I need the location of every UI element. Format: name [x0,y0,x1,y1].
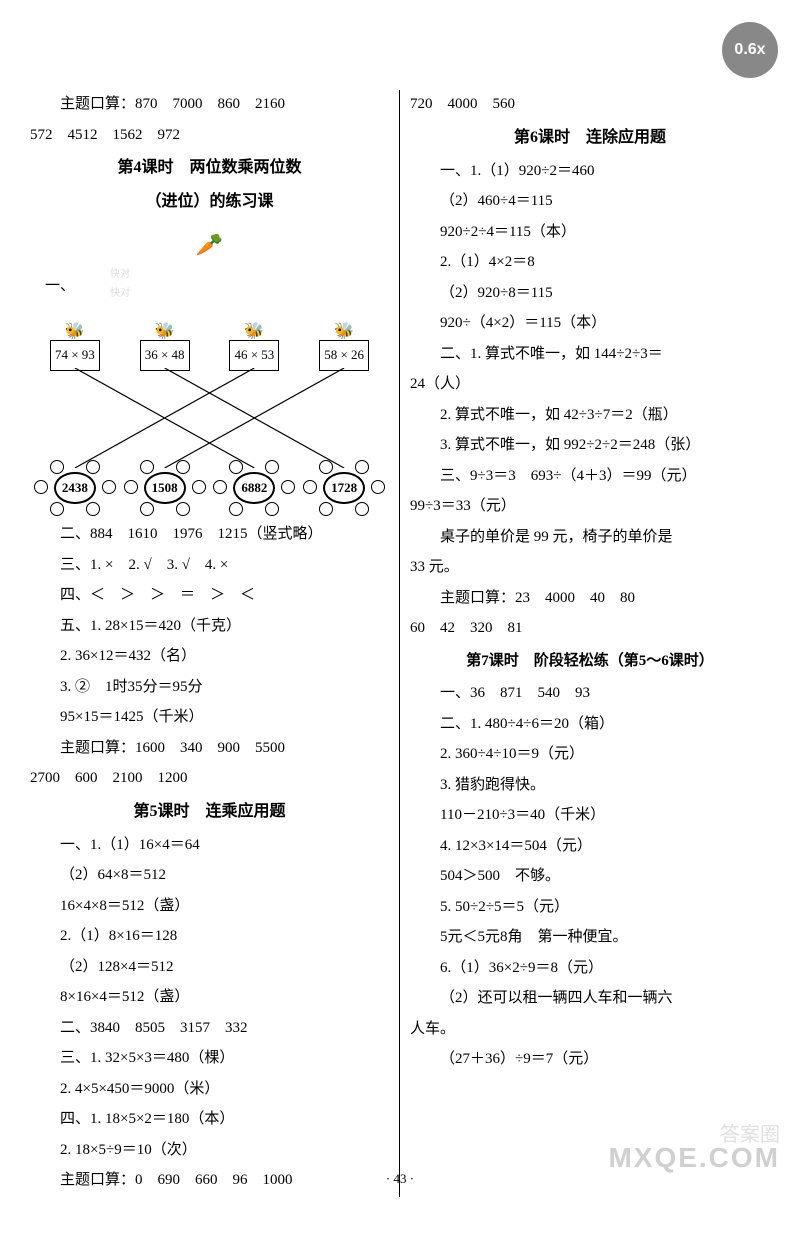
text-line: （2）460÷4＝115 [410,187,770,216]
text-line: 一、1.（1）16×4＝64 [30,831,389,860]
expression-box: 🐝46 × 53 [229,340,279,371]
text-line: 4. 12×3×14＝504（元） [410,832,770,861]
answer-value: 1508 [144,472,186,505]
flower-answer: 6882 [219,466,289,510]
carrot-icon: 🥕 [30,224,389,266]
text-line: 三、1. × 2. √ 3. √ 4. × [30,551,389,580]
text-line: 二、884 1610 1976 1215（竖式略） [30,520,389,549]
text-line: 2700 600 2100 1200 [30,764,389,793]
answer-value: 6882 [233,472,275,505]
expression-box: 🐝36 × 48 [140,340,190,371]
text-line: 5. 50÷2÷5＝5（元） [410,893,770,922]
text-line: 920÷（4×2）＝115（本） [410,309,770,338]
right-column: 720 4000 560 第6课时 连除应用题 一、1.（1）920÷2＝460… [400,90,780,1197]
text-line: 四、＜ ＞ ＞ ＝ ＞ ＜ [30,581,389,610]
text-line: （2）920÷8＝115 [410,279,770,308]
text-line: 三、1. 32×5×3＝480（棵） [30,1044,389,1073]
text-line: 2.（1）8×16＝128 [30,922,389,951]
bee-icon: 🐝 [65,317,85,347]
text-line: 二、3840 8505 3157 332 [30,1014,389,1043]
expression-box: 🐝58 × 26 [319,340,369,371]
text-line: 24（人） [410,370,770,399]
page-content: 主题口算：870 7000 860 2160 572 4512 1562 972… [0,0,800,1237]
text-line: （2）还可以租一辆四人车和一辆六 [410,984,770,1013]
text-line: 2. 36×12＝432（名） [30,642,389,671]
text-line: 3. 算式不唯一，如 992÷2÷2＝248（张） [410,431,770,460]
expression: 74 × 93 [55,347,95,362]
flower-answer: 2438 [40,466,110,510]
text-line: 主题口算：1600 340 900 5500 [30,734,389,763]
expression: 36 × 48 [145,347,185,362]
text-line: （2）64×8＝512 [30,861,389,890]
text-line: 三、9÷3＝3 693÷（4＋3）＝99（元） [410,462,770,491]
text-line: 桌子的单价是 99 元，椅子的单价是 [410,523,770,552]
text-line: 二、1. 算式不唯一，如 144÷2÷3＝ [410,340,770,369]
text-line: 5元＜5元8角 第一种便宜。 [410,923,770,952]
text-line: 33 元。 [410,553,770,582]
text-line: 60 42 320 81 [410,614,770,643]
text-line: 8×16×4＝512（盏） [30,983,389,1012]
lesson-7-title: 第7课时 阶段轻松练（第5～6课时） [410,647,770,676]
text-line: 110－210÷3＝40（千米） [410,801,770,830]
text-line: 16×4×8＝512（盏） [30,892,389,921]
text-line: 2. 算式不唯一，如 42÷3÷7＝2（瓶） [410,401,770,430]
text-line: 720 4000 560 [410,90,770,119]
watermark-small: 快对快对 [110,265,130,303]
expression-box: 🐝74 × 93 [50,340,100,371]
text-line: 一、36 871 540 93 [410,679,770,708]
watermark-en: MXQE.COM [608,1131,780,1184]
expression: 46 × 53 [234,347,274,362]
flower-answer: 1508 [130,466,200,510]
text-line: 2. 360÷4÷10＝9（元） [410,740,770,769]
expression: 58 × 26 [324,347,364,362]
text-line: 3. ② 1时35分＝95分 [30,673,389,702]
text-line: （27＋36）÷9＝7（元） [410,1045,770,1074]
text-line: 920÷2÷4＝115（本） [410,218,770,247]
lesson-5-title: 第5课时 连乘应用题 [30,797,389,827]
text-line: 2.（1）4×2＝8 [410,248,770,277]
flower-answer: 1728 [309,466,379,510]
answer-value: 2438 [54,472,96,505]
bee-icon: 🐝 [244,317,264,347]
text-line: （2）128×4＝512 [30,953,389,982]
text-line: 四、1. 18×5×2＝180（本） [30,1105,389,1134]
expression-row: 🐝74 × 93 🐝36 × 48 🐝46 × 53 🐝58 × 26 [30,340,389,371]
text-line: 504＞500 不够。 [410,862,770,891]
text-line: 2. 18×5÷9＝10（次） [30,1136,389,1165]
lesson-4-title: 第4课时 两位数乘两位数 [30,153,389,183]
bee-icon: 🐝 [155,317,175,347]
lesson-6-title: 第6课时 连除应用题 [410,123,770,153]
text-line: 95×15＝1425（千米） [30,703,389,732]
text-line: 572 4512 1562 972 [30,121,389,150]
text-line: 3. 猎豹跑得快。 [410,771,770,800]
text-line: 6.（1）36×2÷9＝8（元） [410,954,770,983]
text-line: 主题口算：870 7000 860 2160 [30,90,389,119]
text-line: 二、1. 480÷4÷6＝20（箱） [410,710,770,739]
text-line: 99÷3＝33（元） [410,492,770,521]
left-column: 主题口算：870 7000 860 2160 572 4512 1562 972… [20,90,400,1197]
text-line: 一、1.（1）920÷2＝460 [410,157,770,186]
text-line: 五、1. 28×15＝420（千克） [30,612,389,641]
bee-icon: 🐝 [334,317,354,347]
text-line: 主题口算：23 4000 40 80 [410,584,770,613]
text-line: 人车。 [410,1015,770,1044]
answer-value: 1728 [323,472,365,505]
lesson-4-subtitle: （进位）的练习课 [30,187,389,217]
text-line: 2. 4×5×450＝9000（米） [30,1075,389,1104]
answer-row: 2438 1508 6882 17 [30,466,389,510]
connection-lines [30,368,389,468]
section-label: 一、 [30,272,389,301]
matching-diagram: 🐝74 × 93 🐝36 × 48 🐝46 × 53 🐝58 × 26 2438 [30,310,389,510]
